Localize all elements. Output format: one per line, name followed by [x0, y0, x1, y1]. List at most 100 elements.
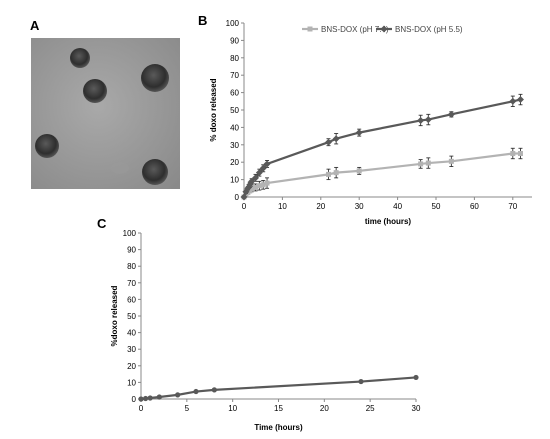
nanoparticle: [83, 79, 107, 103]
data-point: [175, 392, 181, 398]
x-tick-label: 60: [470, 202, 479, 211]
y-tick-label: 50: [230, 106, 239, 115]
y-tick-label: 60: [230, 89, 239, 98]
panel-label-c: C: [97, 216, 107, 231]
x-tick-label: 50: [432, 202, 441, 211]
data-point: [447, 110, 455, 118]
y-tick-label: 70: [127, 279, 136, 288]
data-point: [448, 158, 454, 164]
nanoparticle: [142, 159, 168, 185]
x-tick-label: 0: [242, 202, 247, 211]
y-tick-label: 80: [230, 54, 239, 63]
data-point: [413, 374, 419, 381]
x-tick-label: 10: [228, 404, 237, 413]
series-1: [240, 93, 524, 201]
data-point: [424, 116, 432, 124]
data-point: [358, 378, 364, 385]
data-point: [325, 171, 331, 177]
x-tick-label: 20: [320, 404, 329, 413]
y-axis-title: %doxo released: [110, 285, 119, 346]
series-line: [242, 98, 521, 198]
data-point: [510, 151, 516, 156]
data-point: [418, 161, 424, 167]
legend-swatch-marker: [380, 25, 388, 33]
nanoparticle: [35, 134, 59, 158]
data-point: [355, 129, 363, 137]
data-point: [211, 387, 217, 393]
x-axis-title: Time (hours): [254, 423, 303, 432]
y-tick-label: 90: [230, 36, 239, 45]
data-point: [255, 169, 263, 177]
x-tick-label: 70: [508, 202, 517, 211]
legend-label: BNS-DOX (pH 7.4): [321, 25, 389, 34]
x-tick-label: 10: [278, 202, 287, 211]
y-tick-label: 30: [127, 345, 136, 354]
legend-swatch-marker: [307, 26, 313, 32]
data-point: [256, 183, 262, 189]
data-point: [253, 184, 259, 190]
legend: BNS-DOX (pH 7.4) BNS-DOX (pH 5.5): [302, 25, 463, 34]
nanoparticle: [141, 64, 169, 92]
data-point: [263, 160, 271, 168]
data-point: [425, 160, 431, 166]
y-tick-label: 100: [226, 19, 240, 28]
y-tick-label: 30: [230, 141, 239, 150]
data-point: [248, 177, 256, 185]
panel-label-b: B: [198, 13, 207, 28]
data-point: [509, 97, 517, 105]
y-tick-label: 0: [235, 193, 240, 202]
data-point: [147, 395, 153, 401]
x-tick-label: 20: [316, 202, 325, 211]
data-point: [333, 170, 339, 176]
y-tick-label: 60: [127, 295, 136, 304]
x-tick-label: 30: [355, 202, 364, 211]
y-tick-label: 80: [127, 262, 136, 271]
data-point: [324, 138, 332, 146]
x-tick-label: 40: [393, 202, 402, 211]
data-point: [356, 168, 362, 174]
data-point: [332, 135, 340, 143]
nanoparticle: [70, 48, 90, 68]
series-0: [138, 374, 419, 402]
data-point: [516, 96, 524, 104]
y-tick-label: 0: [132, 395, 137, 404]
y-tick-label: 20: [230, 158, 239, 167]
x-tick-label: 5: [185, 404, 190, 413]
data-point: [240, 193, 248, 201]
y-tick-label: 70: [230, 71, 239, 80]
data-point: [193, 388, 199, 395]
y-tick-label: 90: [127, 246, 136, 255]
panel-label-a: A: [30, 18, 40, 33]
y-tick-label: 20: [127, 362, 136, 371]
data-point: [517, 151, 523, 156]
y-tick-label: 50: [127, 312, 136, 321]
y-axis-title: % doxo released: [209, 78, 218, 141]
data-point: [142, 395, 149, 402]
series-0: [241, 147, 523, 200]
chart-c: 0 10 20 30 40 50 60 70 80 90 100 0 5 10 15 20 25 30 Time (…: [110, 229, 421, 432]
x-tick-label: 15: [274, 404, 283, 413]
series-line: [243, 152, 521, 198]
data-point: [260, 182, 266, 188]
data-point: [252, 174, 260, 182]
micrograph-image: [31, 38, 180, 189]
y-tick-label: 10: [230, 176, 239, 185]
y-tick-label: 10: [127, 378, 136, 387]
data-point: [249, 186, 255, 192]
y-tick-label: 40: [127, 329, 136, 338]
legend-label: BNS-DOX (pH 5.5): [395, 25, 463, 34]
x-tick-label: 0: [139, 404, 144, 413]
data-point: [264, 180, 270, 186]
data-point: [138, 396, 144, 402]
legend-item: BNS-DOX (pH 5.5): [376, 25, 463, 34]
x-tick-label: 30: [412, 404, 421, 413]
data-point: [156, 394, 162, 400]
legend-item: BNS-DOX (pH 7.4): [302, 25, 389, 34]
faint-particle: [111, 162, 129, 174]
data-point: [417, 116, 425, 124]
y-tick-label: 100: [123, 229, 137, 238]
x-tick-label: 25: [366, 404, 375, 413]
y-tick-label: 40: [230, 123, 239, 132]
series-line: [140, 376, 417, 401]
